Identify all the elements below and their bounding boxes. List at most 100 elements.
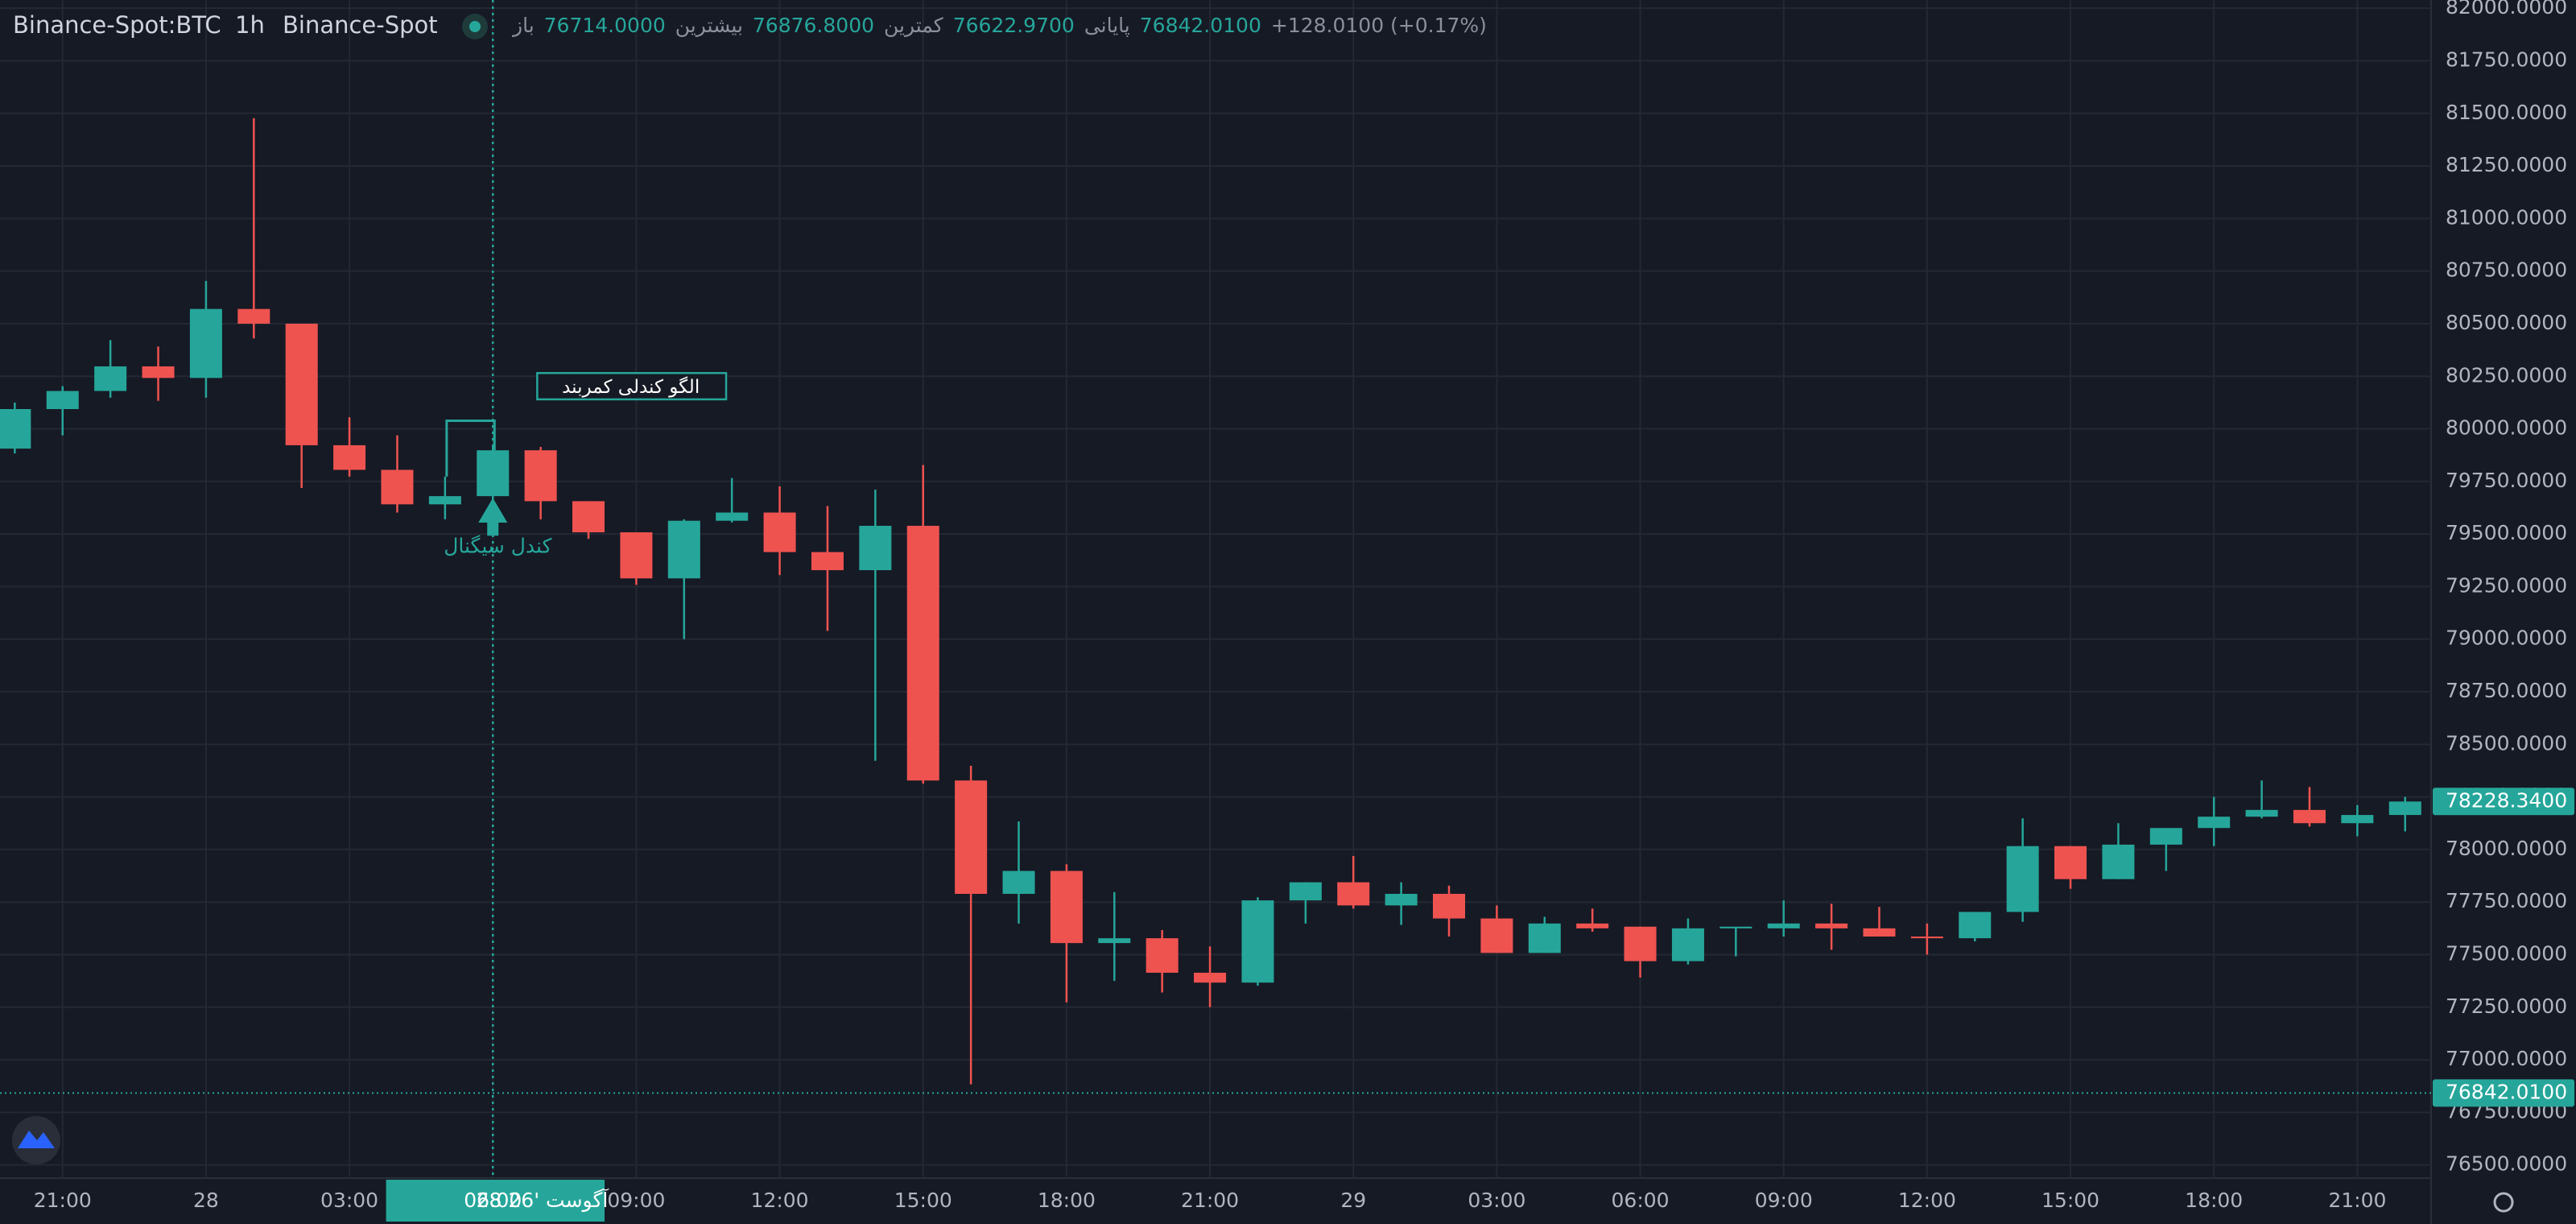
legend-item: باز <box>511 14 535 37</box>
candle-body <box>859 525 892 571</box>
candle-body <box>1959 912 1992 939</box>
legend-item: بیشترین <box>675 14 743 37</box>
crosshair-label: 28 آگوست '26 <box>477 1188 609 1212</box>
candle-body <box>1719 926 1752 928</box>
x-tick-label: 18:00 <box>1038 1189 1096 1212</box>
legend-item: +128.0100 (+0.17%) <box>1271 14 1487 37</box>
y-tick-label: 80000.0000 <box>2446 416 2567 440</box>
candle-body <box>477 450 510 497</box>
y-tick-label: 76500.0000 <box>2446 1152 2567 1176</box>
pattern-label: الگو کندلی کمربند <box>562 376 700 398</box>
y-tick-label: 79500.0000 <box>2446 521 2567 544</box>
y-tick-label: 80750.0000 <box>2446 258 2567 282</box>
candle-body <box>1576 923 1609 928</box>
x-tick-label: 06:00 <box>464 1189 522 1212</box>
y-tick-label: 78500.0000 <box>2446 731 2567 755</box>
candle-body <box>94 366 127 391</box>
legend-item: پایانی <box>1084 14 1130 37</box>
x-tick-label: 03:00 <box>320 1189 378 1212</box>
candle-body <box>906 525 939 781</box>
candle-body <box>1098 938 1131 944</box>
status-dot <box>469 21 481 32</box>
candle-body <box>1624 926 1657 961</box>
x-tick-label: 18:00 <box>2185 1189 2243 1212</box>
candle-body <box>142 366 175 378</box>
price-label-box <box>2433 1079 2574 1107</box>
y-tick-label: 80500.0000 <box>2446 311 2567 334</box>
legend-item: 76876.8000 <box>753 14 874 37</box>
interval: 1h <box>235 11 265 39</box>
x-tick-label: 15:00 <box>2041 1189 2099 1212</box>
candle-body <box>2102 844 2135 879</box>
legend-item: کمترین <box>884 14 943 37</box>
settings-gear[interactable] <box>2493 1192 2514 1213</box>
candle-body <box>716 512 749 521</box>
y-tick-label: 78750.0000 <box>2446 679 2567 702</box>
price-label: 78228.3400 <box>2446 788 2567 812</box>
price-label-box <box>2433 788 2574 816</box>
candle-body <box>2245 809 2278 817</box>
candle-body <box>1385 894 1418 906</box>
candle-body <box>1002 870 1035 895</box>
candle-body <box>955 780 988 895</box>
candle-body <box>428 496 461 505</box>
candle-body <box>1146 938 1179 973</box>
exchange: Binance-Spot <box>283 11 438 39</box>
candle-body <box>237 308 270 324</box>
candle-body <box>1337 882 1370 906</box>
y-tick-label: 79000.0000 <box>2446 626 2567 650</box>
candle-body <box>1528 923 1561 953</box>
pattern-bracket <box>445 419 496 477</box>
candle-body <box>285 323 318 445</box>
x-tick-label: 09:00 <box>607 1189 665 1212</box>
legend-item: 76714.0000 <box>544 14 666 37</box>
y-tick-label: 81500.0000 <box>2446 101 2567 124</box>
candle-body <box>620 532 653 579</box>
price-label: 76842.0100 <box>2446 1080 2567 1103</box>
candle-body <box>1767 923 1800 928</box>
candle-body <box>524 450 557 502</box>
candle-body <box>1815 923 1848 928</box>
candle-body <box>1241 900 1274 983</box>
candle-body <box>46 391 79 409</box>
logo[interactable] <box>12 1116 60 1164</box>
x-tick-label: 03:00 <box>1468 1189 1525 1212</box>
x-tick-label: 06:00 <box>1612 1189 1670 1212</box>
x-tick-label: 15:00 <box>894 1189 952 1212</box>
x-tick-label: 21:00 <box>2328 1189 2386 1212</box>
legend-item: 76842.0100 <box>1140 14 1261 37</box>
candle-body <box>572 501 605 533</box>
symbol: Binance-Spot:BTC <box>13 11 221 39</box>
candle-body <box>2388 801 2421 816</box>
candle-body <box>811 552 844 571</box>
settings-icon[interactable] <box>2493 1192 2514 1213</box>
candle-body <box>2149 828 2182 845</box>
candle-body <box>1910 937 1943 939</box>
candle-body <box>1050 870 1083 944</box>
y-tick-label: 81000.0000 <box>2446 205 2567 229</box>
y-tick-label: 79750.0000 <box>2446 469 2567 492</box>
candle-body <box>2198 817 2231 829</box>
candle-body <box>1863 928 1896 937</box>
candle-body <box>2293 809 2326 824</box>
x-tick-label: 21:00 <box>34 1189 92 1212</box>
candle-body <box>667 520 700 579</box>
x-tick-label: 12:00 <box>1898 1189 1956 1212</box>
candle-body <box>1671 928 1704 961</box>
candle-body <box>2341 815 2374 824</box>
x-tick-label: 28 <box>193 1189 219 1212</box>
x-tick-label: 12:00 <box>751 1189 809 1212</box>
y-tick-label: 77750.0000 <box>2446 889 2567 912</box>
logo-mark[interactable] <box>18 1131 55 1148</box>
signal-arrow <box>478 498 508 536</box>
y-tick-label: 82000.0000 <box>2446 0 2567 19</box>
signal-label: کندل سیگنال <box>444 535 551 558</box>
candle-body <box>1433 894 1465 919</box>
candle-body <box>1480 918 1513 953</box>
y-tick-label: 79250.0000 <box>2446 573 2567 597</box>
y-tick-label: 81750.0000 <box>2446 48 2567 71</box>
y-tick-label: 77000.0000 <box>2446 1047 2567 1070</box>
x-tick-label: 09:00 <box>1755 1189 1813 1212</box>
